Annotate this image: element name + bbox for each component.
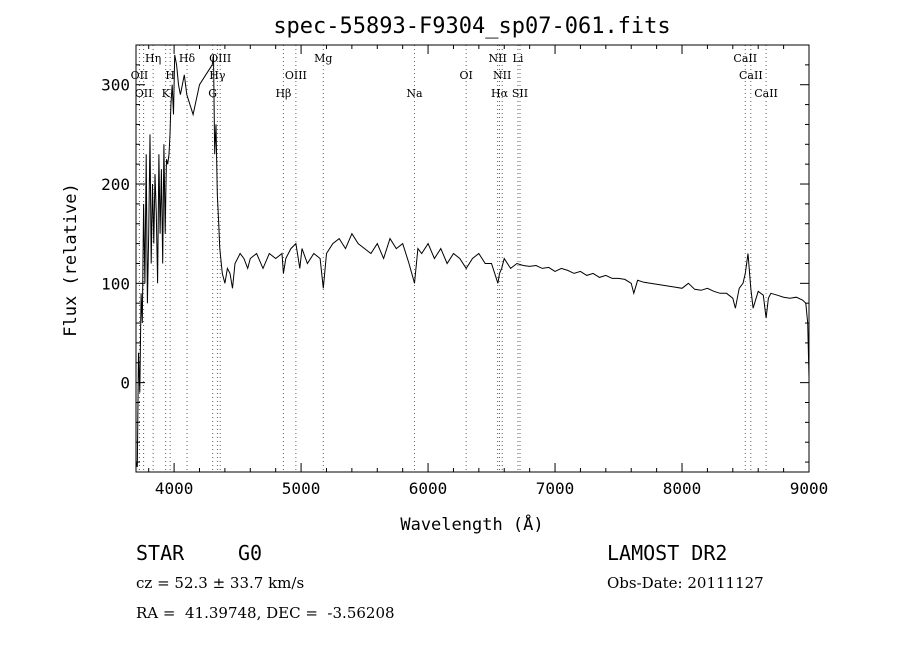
spectral-subclass: G0 [238, 541, 263, 565]
line-label-10: OIII [285, 69, 307, 82]
line-label-12: Na [406, 87, 423, 100]
coordinates: RA = 41.39748, DEC = -3.56208 [136, 604, 395, 622]
x-tick-label: 9000 [790, 479, 829, 498]
line-label-1: Hη [145, 52, 161, 65]
chart-title: spec-55893-F9304_sp07-061.fits [273, 14, 670, 39]
x-tick-label: 4000 [155, 479, 194, 498]
plot-frame [135, 44, 810, 473]
y-tick-label: 0 [120, 374, 130, 393]
y-tick-label: 300 [101, 76, 130, 95]
line-label-3: K [162, 87, 171, 100]
observation-date: Obs-Date: 20111127 [607, 574, 764, 592]
object-class: STAR [136, 541, 185, 565]
x-tick-label: 5000 [282, 479, 321, 498]
y-tick-label: 200 [101, 175, 130, 194]
line-label-15: NII [493, 69, 511, 82]
line-label-6: OIII [209, 52, 231, 65]
x-axis-label: Wavelength (Å) [400, 513, 543, 535]
line-label-2: OII [135, 87, 153, 100]
line-label-9: Hβ [275, 87, 291, 100]
line-label-21: CaII [754, 87, 778, 100]
line-label-19: CaII [733, 52, 757, 65]
y-tick-label: 100 [101, 274, 130, 293]
line-label-11: Mg [314, 52, 332, 65]
survey-name: LAMOST DR2 [607, 541, 728, 565]
line-label-17: Li [513, 52, 524, 65]
line-label-7: Hγ [209, 69, 226, 82]
line-label-16: Hα [491, 87, 509, 100]
flux-series [135, 54, 810, 468]
line-label-20: CaII [739, 69, 763, 82]
x-tick-label: 8000 [663, 479, 702, 498]
line-label-5: Hδ [179, 52, 196, 65]
line-label-14: NII [488, 52, 506, 65]
line-label-0: OII [131, 69, 149, 82]
line-label-13: OI [459, 69, 472, 82]
line-label-8: G [208, 87, 217, 100]
line-label-4: H [165, 69, 175, 82]
x-tick-label: 7000 [536, 479, 575, 498]
line-label-18: SII [512, 87, 528, 100]
x-tick-label: 6000 [409, 479, 448, 498]
redshift-velocity: cz = 52.3 ± 33.7 km/s [136, 574, 305, 592]
y-axis-label: Flux (relative) [61, 183, 81, 337]
